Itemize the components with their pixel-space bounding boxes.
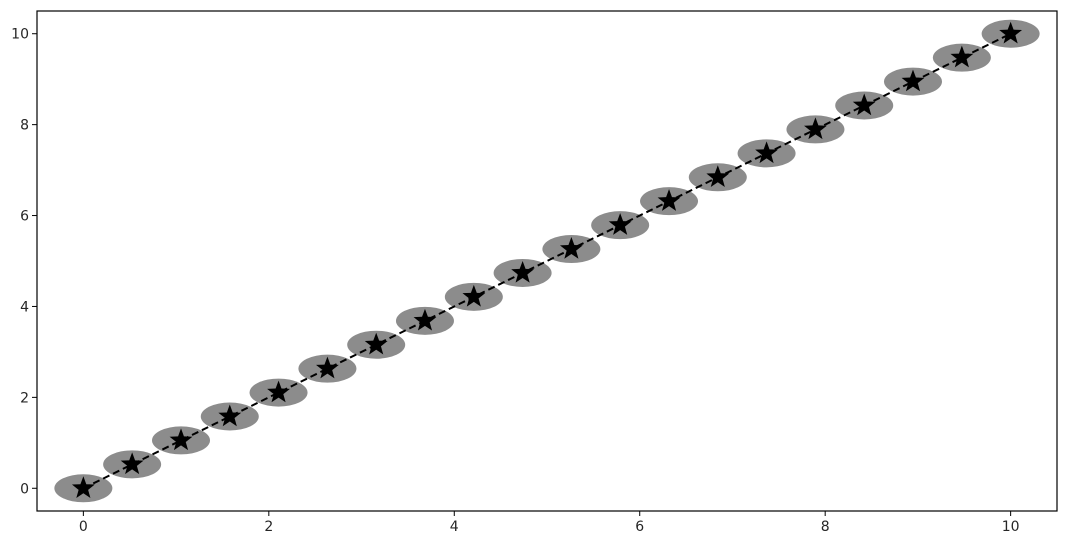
x-tick-label: 6 [635,519,644,535]
y-tick-label: 0 [20,481,29,497]
y-tick-label: 4 [20,299,29,315]
axes-frame [36,10,1058,512]
y-tick-label: 2 [20,390,29,406]
data-point [169,428,193,451]
data-point [804,117,827,140]
data-point [316,356,339,379]
data-point [120,452,144,475]
data-point [999,21,1023,44]
data-point [462,284,486,307]
data-point [608,213,632,235]
data-point [511,260,535,283]
data-point [559,237,583,259]
data-point [706,165,730,187]
x-tick-label: 8 [821,519,830,535]
y-tick-label: 6 [20,209,29,225]
y-tick-label: 8 [20,118,29,134]
data-point [657,189,681,211]
x-tick-label: 2 [264,519,273,535]
data-point [364,332,388,355]
data-point [267,380,290,403]
data-point [71,476,95,498]
x-tick-label: 10 [1002,519,1020,535]
data-point [852,93,876,116]
data-point [950,45,974,68]
series-line [82,32,1012,490]
marker-layer [71,21,1023,498]
plot-area [54,19,1040,503]
data-point [218,404,242,427]
data-point [755,141,778,164]
x-tick-label: 4 [450,519,459,535]
y-axis: 0 2 4 6 8 10 [11,27,37,497]
x-axis: 0 2 4 6 8 10 [79,511,1020,535]
y-tick-label: 10 [11,27,29,43]
data-point [901,69,925,92]
data-point [413,308,437,331]
x-tick-label: 0 [79,519,88,535]
